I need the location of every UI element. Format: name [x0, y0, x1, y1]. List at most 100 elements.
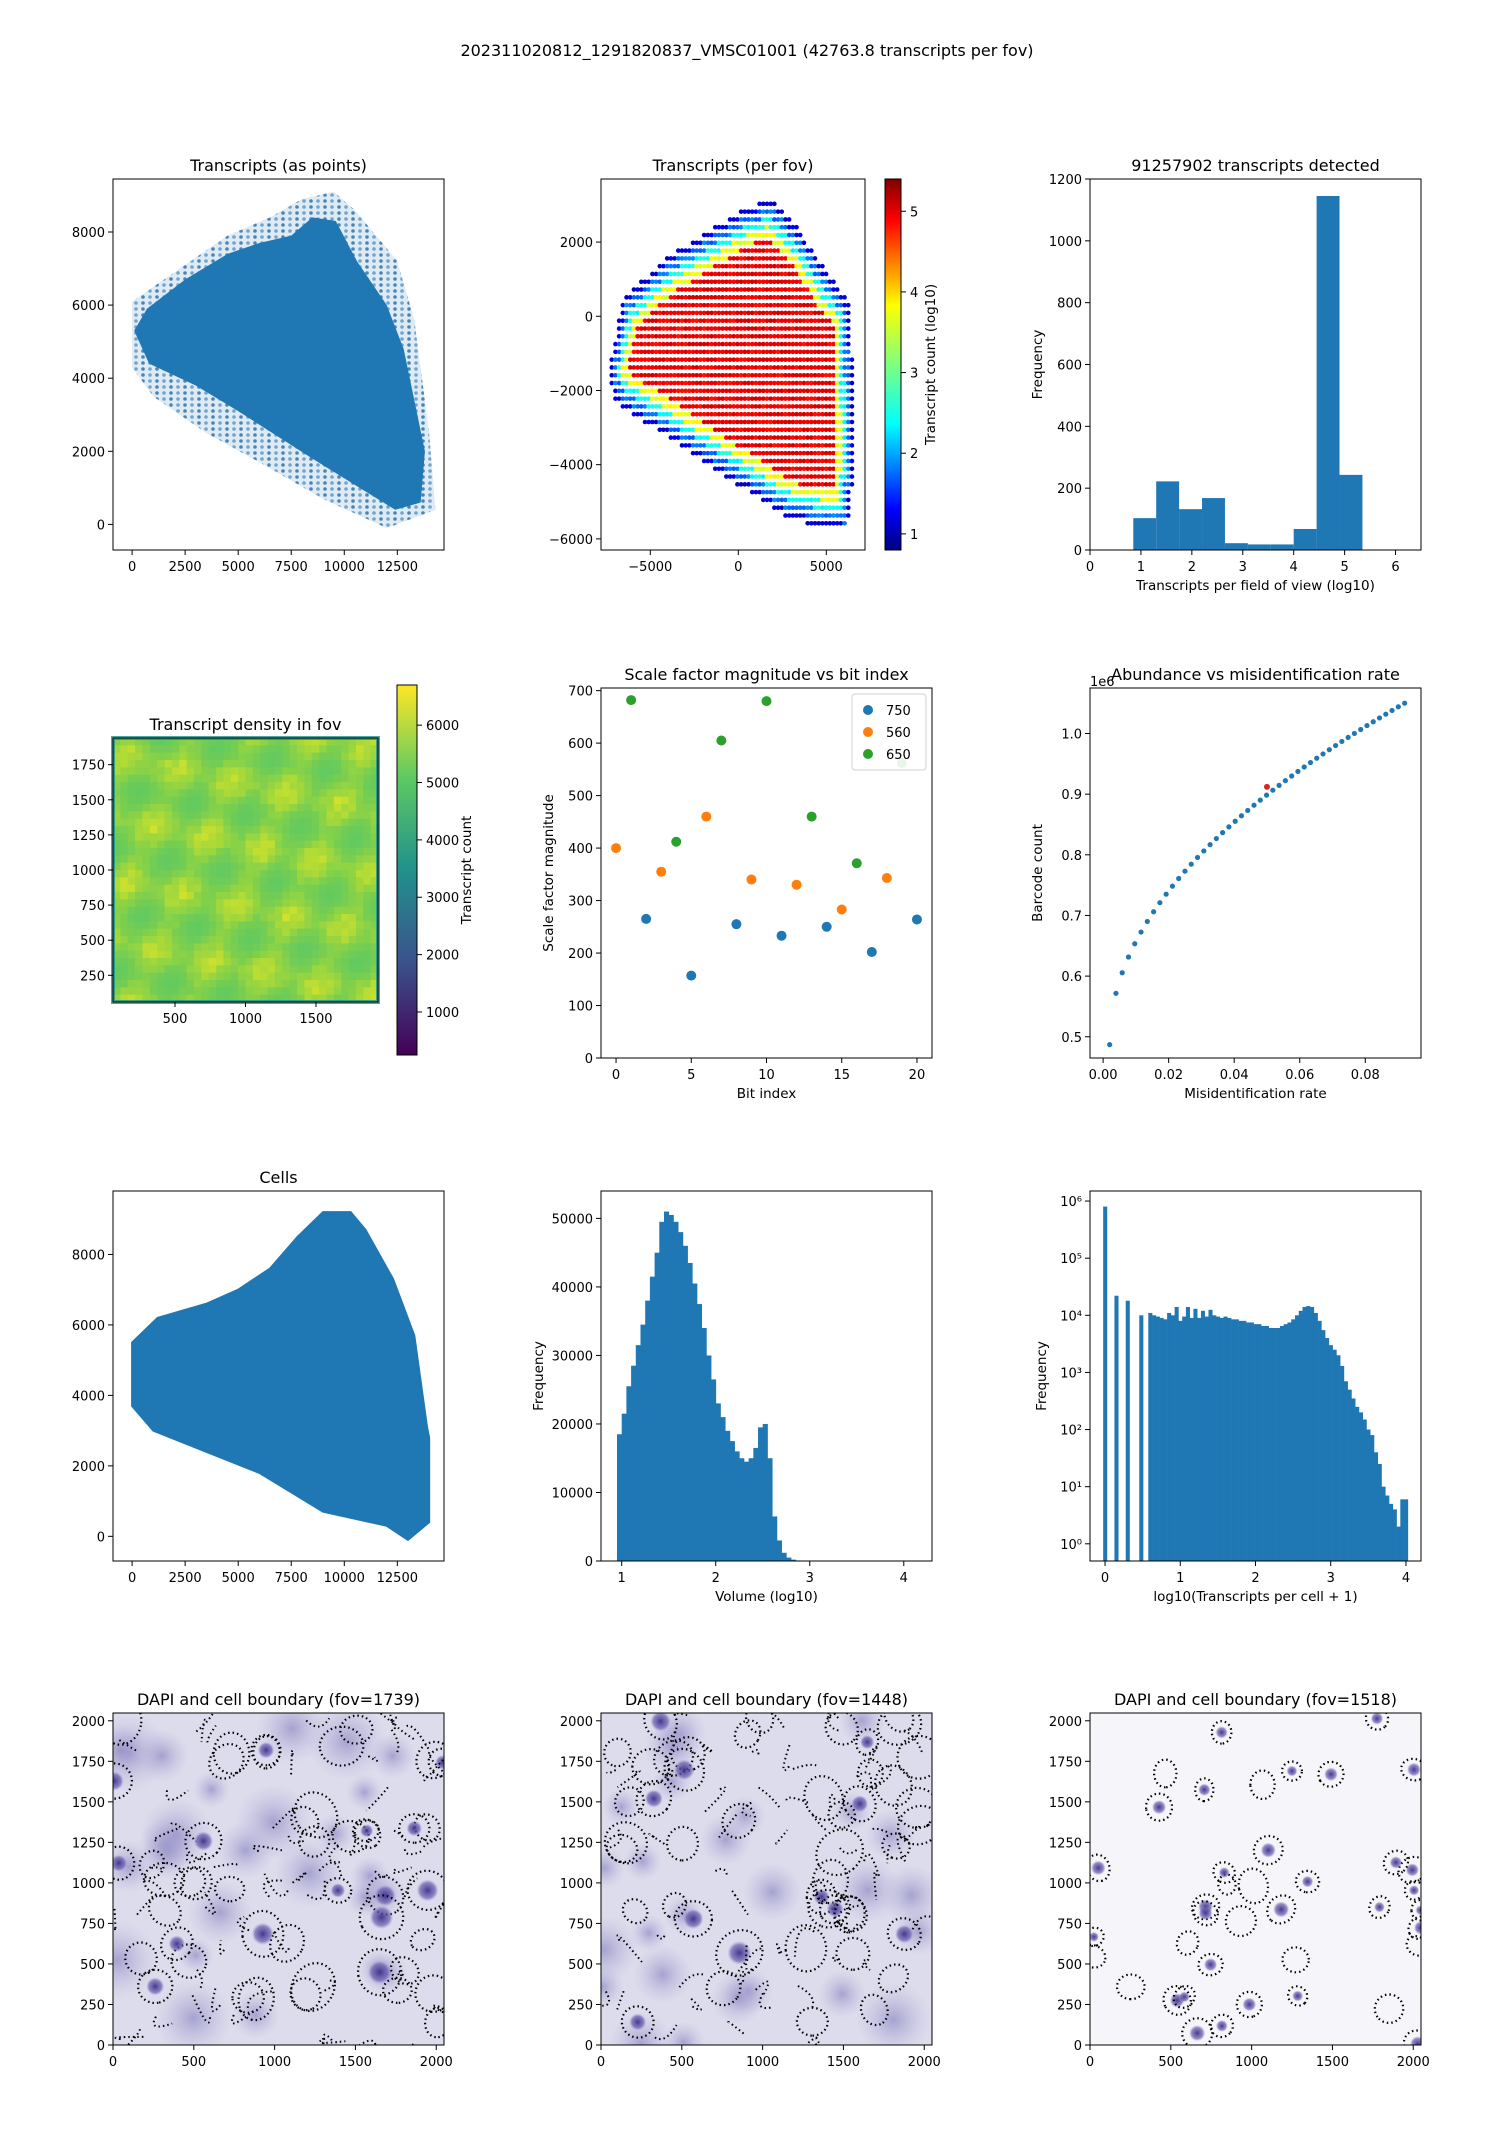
density-cell — [326, 906, 335, 915]
cell-boundary — [811, 1858, 850, 1905]
nucleus — [1405, 1863, 1420, 1877]
fov-point — [834, 334, 840, 339]
density-cell — [355, 796, 364, 805]
density-cell — [193, 848, 202, 856]
fov-point — [764, 357, 770, 362]
fov-point — [668, 365, 674, 370]
fov-point — [631, 318, 637, 324]
fov-point — [797, 427, 803, 433]
histogram-bar — [1339, 474, 1363, 550]
fov-point — [831, 326, 836, 331]
density-cell — [157, 796, 166, 805]
histogram-bar — [1321, 1330, 1326, 1561]
fov-point — [812, 505, 818, 511]
fov-point — [705, 372, 711, 378]
fov-point — [768, 334, 773, 339]
fov-point — [679, 404, 685, 409]
density-cell — [341, 928, 350, 937]
fov-point — [775, 372, 781, 378]
fov-point — [823, 388, 829, 394]
nucleus — [1215, 2019, 1228, 2032]
nucleus — [416, 1879, 439, 1902]
fov-point — [775, 396, 781, 401]
density-cell — [326, 914, 335, 922]
fov-point — [816, 372, 822, 378]
density-cell — [149, 921, 158, 930]
histogram-bar — [1377, 1463, 1382, 1561]
fov-point — [727, 435, 733, 440]
density-cell — [223, 782, 232, 790]
density-cell — [149, 965, 158, 974]
fov-point — [724, 372, 729, 378]
density-cell — [186, 943, 195, 952]
fov-point — [675, 256, 681, 261]
fov-point — [831, 349, 836, 355]
fov-point — [820, 505, 825, 511]
density-cell — [216, 899, 225, 908]
fov-point — [794, 240, 799, 246]
cell-boundary — [1252, 1834, 1284, 1866]
fov-point — [653, 380, 659, 386]
y-tick-label: 400 — [568, 842, 593, 857]
density-cell — [260, 862, 269, 871]
density-cell — [238, 892, 247, 900]
density-cell — [370, 862, 379, 871]
density-cell — [260, 936, 269, 944]
cell-boundary — [413, 1813, 441, 1842]
density-cell — [157, 848, 166, 856]
fov-point — [701, 450, 707, 456]
density-cell — [370, 855, 379, 864]
density-cell — [370, 980, 379, 988]
density-cell — [186, 914, 195, 922]
fov-point — [834, 357, 840, 362]
fov-point — [735, 334, 740, 339]
histogram-bar — [1231, 1319, 1236, 1561]
density-cell — [245, 848, 254, 856]
density-cell — [282, 767, 291, 776]
density-cell — [260, 833, 269, 842]
density-cell — [186, 840, 195, 849]
scatter-point-750 — [911, 914, 922, 925]
density-cell — [135, 994, 144, 1003]
y-tick-label: 250 — [80, 1998, 105, 2013]
density-cell — [230, 862, 239, 871]
density-cell — [326, 738, 335, 746]
fov-point — [827, 310, 833, 316]
fov-point — [845, 466, 851, 472]
fov-point — [672, 263, 677, 269]
density-cell — [260, 892, 269, 900]
fov-point — [687, 295, 692, 300]
density-cell — [135, 950, 144, 959]
density-cell — [135, 870, 144, 878]
fov-point — [694, 287, 700, 292]
fov-point — [760, 287, 766, 292]
density-cell — [311, 994, 320, 1003]
density-cell — [113, 877, 121, 886]
density-cell — [201, 914, 210, 922]
density-cell — [326, 965, 335, 974]
fov-point — [698, 404, 703, 409]
density-cell — [348, 745, 357, 754]
fov-point — [812, 435, 818, 440]
density-cell — [201, 943, 210, 952]
histogram-bar — [1343, 1381, 1348, 1561]
density-cell — [282, 826, 291, 834]
density-cell — [319, 862, 328, 871]
fov-point — [683, 341, 688, 347]
fov-point — [809, 474, 814, 479]
y-tick-label: 1750 — [72, 759, 105, 774]
boundary-fragment — [428, 1751, 444, 1773]
density-cell — [127, 914, 136, 922]
density-cell — [304, 796, 313, 805]
fov-point — [842, 474, 847, 479]
cell-boundary — [358, 1894, 405, 1941]
fov-point — [768, 263, 773, 269]
density-cell — [274, 914, 283, 922]
fov-point — [675, 341, 681, 347]
histogram-bar — [1276, 1327, 1281, 1561]
cell-boundary — [883, 1713, 915, 1733]
axes-frame — [600, 1712, 933, 2046]
density-cell — [260, 789, 269, 798]
fov-point — [779, 466, 785, 472]
fov-point — [727, 349, 733, 355]
